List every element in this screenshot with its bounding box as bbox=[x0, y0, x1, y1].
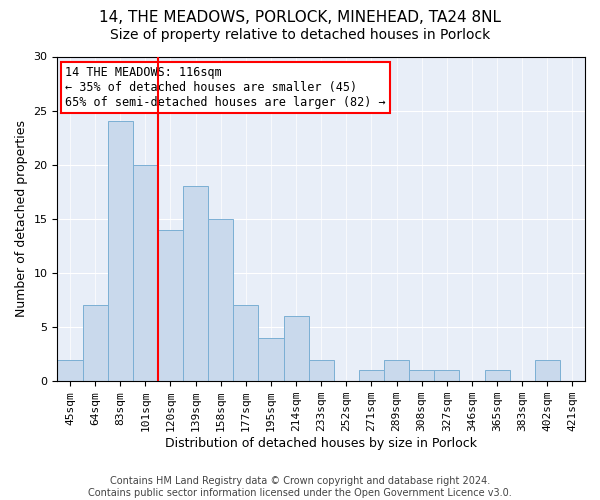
Text: Contains HM Land Registry data © Crown copyright and database right 2024.
Contai: Contains HM Land Registry data © Crown c… bbox=[88, 476, 512, 498]
Bar bbox=[133, 164, 158, 381]
X-axis label: Distribution of detached houses by size in Porlock: Distribution of detached houses by size … bbox=[165, 437, 477, 450]
Bar bbox=[107, 122, 133, 381]
Bar bbox=[158, 230, 183, 381]
Bar bbox=[208, 219, 233, 381]
Bar bbox=[284, 316, 308, 381]
Bar bbox=[233, 306, 259, 381]
Bar bbox=[183, 186, 208, 381]
Text: 14 THE MEADOWS: 116sqm
← 35% of detached houses are smaller (45)
65% of semi-det: 14 THE MEADOWS: 116sqm ← 35% of detached… bbox=[65, 66, 386, 109]
Y-axis label: Number of detached properties: Number of detached properties bbox=[15, 120, 28, 318]
Bar bbox=[83, 306, 107, 381]
Bar bbox=[535, 360, 560, 381]
Bar bbox=[308, 360, 334, 381]
Text: Size of property relative to detached houses in Porlock: Size of property relative to detached ho… bbox=[110, 28, 490, 42]
Bar bbox=[485, 370, 509, 381]
Bar bbox=[409, 370, 434, 381]
Text: 14, THE MEADOWS, PORLOCK, MINEHEAD, TA24 8NL: 14, THE MEADOWS, PORLOCK, MINEHEAD, TA24… bbox=[99, 10, 501, 25]
Bar bbox=[434, 370, 460, 381]
Bar bbox=[58, 360, 83, 381]
Bar bbox=[359, 370, 384, 381]
Bar bbox=[259, 338, 284, 381]
Bar bbox=[384, 360, 409, 381]
